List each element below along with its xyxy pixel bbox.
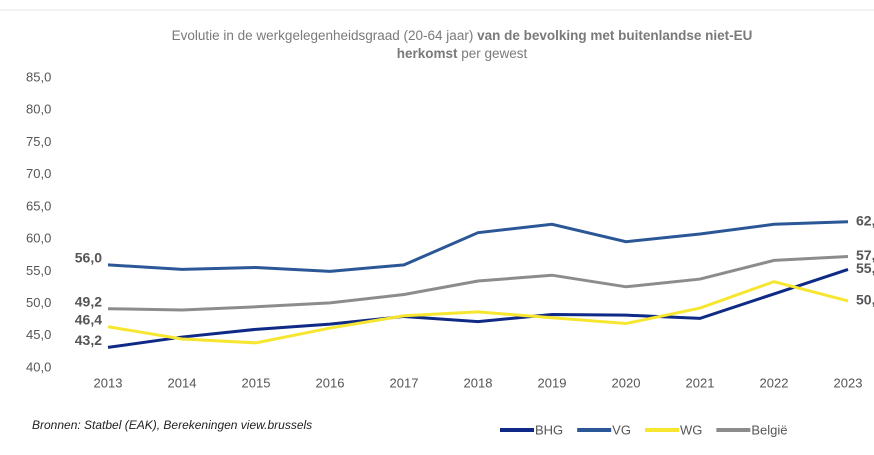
x-tick-label: 2018 <box>464 375 493 390</box>
chart-title: herkomst per gewest <box>397 46 528 61</box>
data-label: 43,2 <box>75 332 102 348</box>
x-tick-label: 2020 <box>612 375 641 390</box>
y-tick-label: 40,0 <box>26 359 51 374</box>
data-label: 46,4 <box>75 311 102 327</box>
y-tick-label: 85,0 <box>26 69 51 84</box>
title-part: per gewest <box>457 46 527 61</box>
x-tick-label: 2019 <box>538 375 567 390</box>
chart-title: Evolutie in de werkgelegenheidsgraad (20… <box>172 28 753 43</box>
x-tick-label: 2015 <box>242 375 271 390</box>
data-label: 57,3 <box>856 247 874 263</box>
x-tick-label: 2016 <box>316 375 345 390</box>
y-tick-label: 45,0 <box>26 327 51 342</box>
legend-label: België <box>751 422 787 437</box>
x-tick-label: 2023 <box>834 375 863 390</box>
legend-label: VG <box>612 422 631 437</box>
legend-label: WG <box>680 422 702 437</box>
title-part: Evolutie in de werkgelegenheidsgraad (20… <box>172 28 477 43</box>
line <box>107 220 849 273</box>
data-label: 55,3 <box>856 260 874 276</box>
y-tick-label: 50,0 <box>26 295 51 310</box>
x-tick-label: 2021 <box>686 375 715 390</box>
x-tick-label: 2013 <box>94 375 123 390</box>
line <box>107 255 849 312</box>
y-tick-label: 70,0 <box>26 166 51 181</box>
x-tick-label: 2014 <box>168 375 197 390</box>
data-label: 49,2 <box>75 293 102 309</box>
x-tick-label: 2022 <box>760 375 789 390</box>
y-tick-label: 80,0 <box>26 102 51 117</box>
line <box>107 280 849 345</box>
data-label: 62,7 <box>856 212 874 228</box>
source-note: Bronnen: Statbel (EAK), Berekeningen vie… <box>32 418 312 432</box>
data-label: 56,0 <box>75 250 102 266</box>
title-part: herkomst <box>397 46 458 61</box>
x-tick-label: 2017 <box>390 375 419 390</box>
data-label: 50,4 <box>856 292 874 308</box>
line <box>107 267 849 349</box>
y-tick-label: 60,0 <box>26 231 51 246</box>
y-tick-label: 55,0 <box>26 263 51 278</box>
y-tick-label: 75,0 <box>26 134 51 149</box>
y-tick-label: 65,0 <box>26 198 51 213</box>
legend-label: BHG <box>535 422 563 437</box>
title-part: van de bevolking met buitenlandse niet-E… <box>477 28 752 43</box>
